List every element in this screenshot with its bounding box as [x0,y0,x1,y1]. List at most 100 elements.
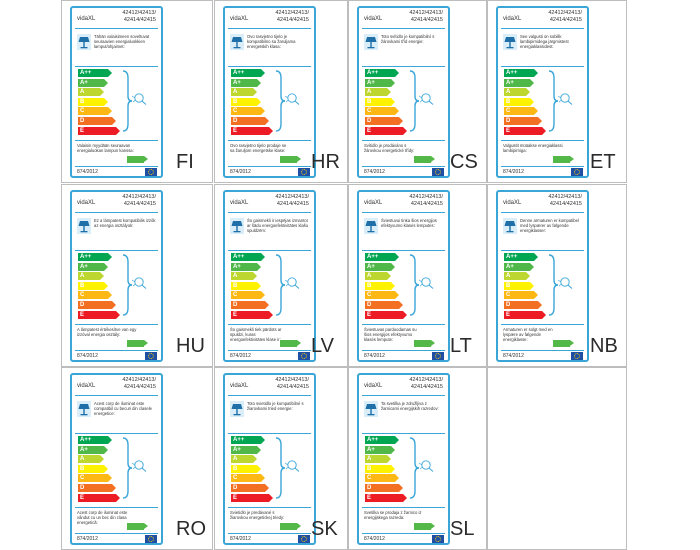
label-cell: vidaXL 42412/42413/42414/42415 Tähän valai… [61,0,213,183]
included-bulb-text: Svetilka se prodaja z žarnico iz energij… [364,510,422,521]
included-class-badge: A+ [127,523,148,538]
eu-stars [435,169,441,175]
energy-class-bar: A [78,272,116,281]
lamp-icon [77,218,91,234]
energy-class-bar: B [78,281,116,290]
energy-scale: A++ A+ A B C D E [365,436,407,503]
eu-stars [574,169,580,175]
divider [75,395,158,396]
energy-class-label: A [504,272,526,281]
energy-class-bar: B [365,464,403,473]
energy-class-bar: E [504,126,546,135]
divider [228,166,311,167]
bar-tip [108,253,112,261]
energy-class-bar: A+ [78,78,116,87]
energy-class-label: B [231,464,257,473]
energy-label: vidaXL 42412/42413/42414/42415 Acest corp … [70,373,163,545]
language-code: LV [311,335,334,357]
model-line: 42412/42413/ [122,10,156,16]
included-class-label: A+ [129,165,136,171]
divider [501,140,584,141]
energy-class-bar: B [504,97,542,106]
divider [501,324,584,325]
energy-label: vidaXL 42412/42413/42414/42415 Šo gaismekl… [223,190,316,362]
energy-class-bar: C [78,107,116,116]
bar-tip [257,464,261,473]
bar-tip [395,107,399,116]
energy-class-bar: A+ [504,78,542,87]
bulb-icon [417,459,435,473]
included-bulb-text: Valaisin myydään seuraavan energialuokan… [77,143,134,154]
energy-class-bar: D [78,300,116,309]
language-code: SL [450,518,475,540]
energy-class-label: D [365,116,399,125]
included-bulb-text: A lámpatest értékesítve van egy izzóval … [77,327,137,338]
model-numbers: 42412/42413/42414/42415 [409,10,443,24]
energy-class-label: A+ [504,78,530,87]
brand-name: vidaXL [230,200,249,206]
divider [228,350,311,351]
included-class-badge: A+ [127,340,148,355]
energy-class-label: E [504,310,542,319]
model-line: 42414/42415 [123,17,156,23]
energy-label: vidaXL 42412/42413/42414/42415 Ez a lámpat… [70,190,163,362]
eu-flag-icon [571,168,583,176]
energy-class-label: E [365,493,403,502]
energy-class-bar: C [365,474,403,483]
bar-tip [403,493,407,502]
energy-class-label: D [504,116,538,125]
included-class-badge: A+ [553,340,574,355]
model-numbers: 42412/42413/42414/42415 [548,194,582,208]
regulation-number: 874/2012 [77,536,98,542]
energy-class-label: B [365,281,391,290]
divider [228,212,311,213]
divider [75,350,158,351]
eu-stars [148,536,154,542]
included-bulb-text: Ovo rasvjetno tijelo prodaje se sa žarul… [230,143,287,154]
energy-class-bar: A [365,455,403,464]
energy-class-bar: D [504,300,542,309]
energy-class-label: C [504,291,534,300]
divider [228,433,311,434]
bar-tip [391,97,395,106]
energy-class-label: D [78,483,112,492]
bar-tip [395,291,399,300]
energy-class-label: A++ [231,253,261,261]
bar-tip [265,116,269,125]
language-code: ET [590,151,616,173]
label-cell: vidaXL 42412/42413/42414/42415 Šo gaismekl… [214,184,348,367]
bar-tip [116,126,120,135]
energy-scale: A++ A+ A B C D E [78,436,120,503]
energy-class-label: B [365,97,391,106]
energy-class-label: D [365,300,399,309]
label-cell: vidaXL 42412/42413/42414/42415 Ovo rasvjet… [214,0,348,183]
energy-class-label: C [365,291,395,300]
bar-tip [530,78,534,87]
brand-name: vidaXL [364,200,383,206]
energy-class-label: A [504,88,526,97]
energy-class-label: B [78,281,104,290]
label-cell: vidaXL 42412/42413/42414/42415 See valgust… [487,0,627,183]
energy-class-bar: E [365,493,407,502]
divider [501,166,584,167]
brand-name: vidaXL [230,16,249,22]
energy-scale: A++ A+ A B C D E [365,69,407,136]
energy-class-label: B [231,281,257,290]
bar-tip [257,78,261,87]
bar-tip [104,78,108,87]
bar-tip [261,69,265,77]
eu-flag-icon [432,535,444,543]
divider [362,212,445,213]
bar-tip [395,253,399,261]
energy-class-label: E [365,126,403,135]
brand-name: vidaXL [364,16,383,22]
energy-class-bar: A+ [231,78,269,87]
divider [228,507,311,508]
eu-stars [301,169,307,175]
energy-class-label: A [365,88,387,97]
energy-class-bar: A+ [365,78,403,87]
energy-class-label: C [504,107,534,116]
divider [75,250,158,251]
energy-label: vidaXL 42412/42413/42414/42415 Šviestuvui … [357,190,450,362]
regulation-number: 874/2012 [364,169,385,175]
